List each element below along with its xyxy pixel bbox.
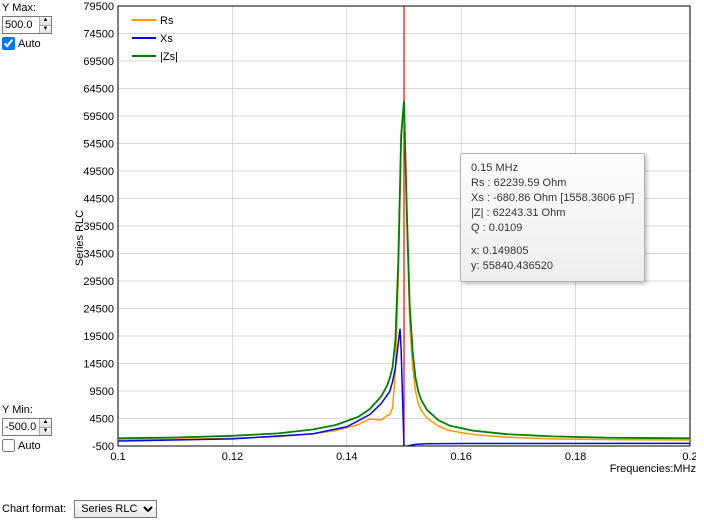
y-axis-controls: Y Max: ▲ ▼ Auto Y Min: ▲ ▼ bbox=[0, 0, 56, 470]
svg-text:69500: 69500 bbox=[83, 56, 114, 68]
bottom-bar: Chart format: Series RLC bbox=[2, 500, 157, 518]
svg-text:0.2: 0.2 bbox=[682, 451, 696, 463]
svg-text:0.12: 0.12 bbox=[222, 451, 243, 463]
tooltip-line: Q : 0.0109 bbox=[471, 221, 634, 236]
svg-text:19500: 19500 bbox=[83, 331, 114, 343]
ymin-label: Y Min: bbox=[2, 404, 52, 416]
tooltip-line: x: 0.149805 bbox=[471, 244, 634, 259]
legend-label: |Zs| bbox=[160, 51, 178, 63]
x-axis-label: Frequencies:MHz bbox=[610, 463, 696, 475]
svg-text:49500: 49500 bbox=[83, 166, 114, 178]
ymax-down-icon[interactable]: ▼ bbox=[40, 26, 51, 34]
ymin-auto-checkbox[interactable] bbox=[2, 439, 15, 452]
ymax-up-icon[interactable]: ▲ bbox=[40, 17, 51, 26]
ymax-input[interactable] bbox=[3, 17, 39, 33]
svg-text:74500: 74500 bbox=[83, 29, 114, 41]
ymin-up-icon[interactable]: ▲ bbox=[40, 419, 51, 428]
ymin-input[interactable] bbox=[3, 419, 39, 435]
legend-label: Rs bbox=[160, 15, 174, 27]
svg-text:4500: 4500 bbox=[90, 414, 114, 426]
svg-text:54500: 54500 bbox=[83, 139, 114, 151]
ymin-group: Y Min: ▲ ▼ Auto bbox=[2, 404, 52, 452]
svg-text:14500: 14500 bbox=[83, 359, 114, 371]
svg-text:0.18: 0.18 bbox=[565, 451, 586, 463]
ymax-auto-row[interactable]: Auto bbox=[2, 37, 52, 50]
svg-text:59500: 59500 bbox=[83, 111, 114, 123]
ymin-down-icon[interactable]: ▼ bbox=[40, 428, 51, 436]
chart-format-label: Chart format: bbox=[2, 503, 66, 515]
chart-format-select[interactable]: Series RLC bbox=[74, 500, 157, 518]
plot-area: Series RLC -5004500950014500195002450029… bbox=[60, 0, 700, 475]
ymin-spinner[interactable]: ▲ ▼ bbox=[2, 418, 52, 436]
ymin-auto-row[interactable]: Auto bbox=[2, 439, 52, 452]
ymax-spinner[interactable]: ▲ ▼ bbox=[2, 16, 52, 34]
ymax-auto-checkbox[interactable] bbox=[2, 37, 15, 50]
ymax-auto-label: Auto bbox=[18, 38, 41, 50]
svg-text:24500: 24500 bbox=[83, 304, 114, 316]
svg-text:64500: 64500 bbox=[83, 84, 114, 96]
svg-text:39500: 39500 bbox=[83, 221, 114, 233]
svg-text:79500: 79500 bbox=[83, 1, 114, 13]
tooltip-line: Xs : -680.86 Ohm [1558.3606 pF] bbox=[471, 191, 634, 206]
ymax-label: Y Max: bbox=[2, 2, 52, 14]
tooltip-line: 0.15 MHz bbox=[471, 161, 634, 176]
svg-text:29500: 29500 bbox=[83, 276, 114, 288]
legend-label: Xs bbox=[160, 33, 173, 45]
svg-text:44500: 44500 bbox=[83, 194, 114, 206]
ymin-auto-label: Auto bbox=[18, 440, 41, 452]
tooltip-line: Rs : 62239.59 Ohm bbox=[471, 176, 634, 191]
svg-text:9500: 9500 bbox=[90, 386, 114, 398]
svg-text:0.14: 0.14 bbox=[336, 451, 357, 463]
ymax-group: Y Max: ▲ ▼ Auto bbox=[2, 2, 52, 50]
tooltip-line: y: 55840.436520 bbox=[471, 259, 634, 274]
cursor-tooltip: 0.15 MHzRs : 62239.59 OhmXs : -680.86 Oh… bbox=[460, 153, 645, 282]
tooltip-line: |Z| : 62243.31 Ohm bbox=[471, 206, 634, 221]
svg-text:0.16: 0.16 bbox=[450, 451, 471, 463]
svg-text:0.1: 0.1 bbox=[110, 451, 125, 463]
svg-text:34500: 34500 bbox=[83, 249, 114, 261]
